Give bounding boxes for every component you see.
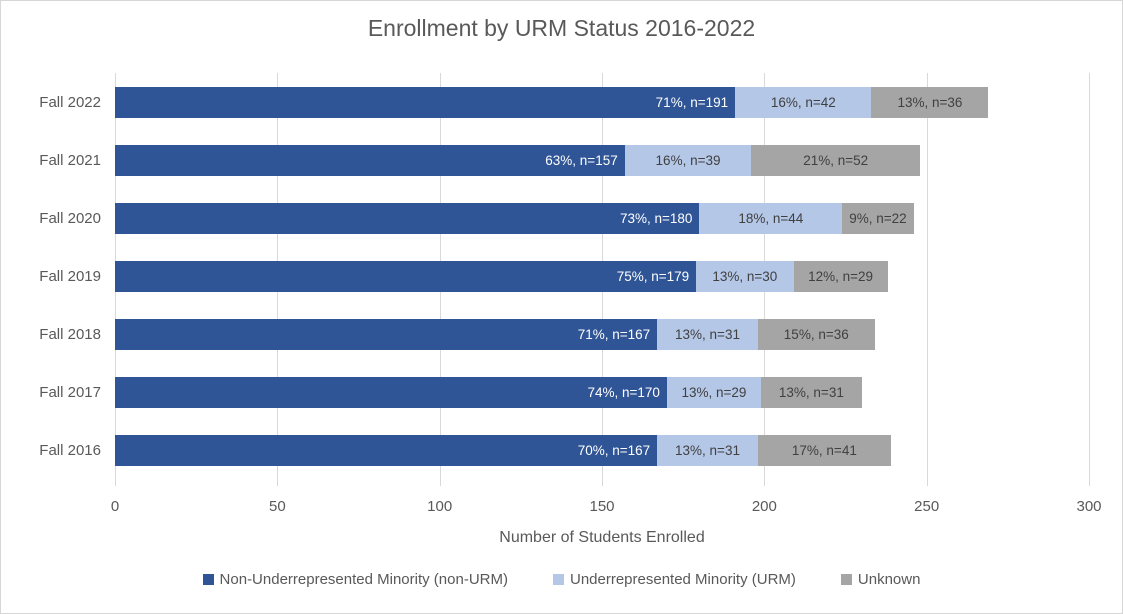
- bar-row: 75%, n=179 13%, n=30 12%, n=29: [115, 247, 1089, 305]
- bar-data-label: 74%, n=170: [587, 384, 660, 400]
- bar-row: 63%, n=157 16%, n=39 21%, n=52: [115, 131, 1089, 189]
- y-axis-labels: Fall 2022 Fall 2021 Fall 2020 Fall 2019 Fall…: [1, 73, 115, 479]
- y-axis-label: Fall 2020: [39, 209, 101, 227]
- bar-segment: 73%, n=180: [115, 202, 700, 234]
- y-axis-label: Fall 2019: [39, 267, 101, 285]
- bar-data-label: 73%, n=180: [619, 210, 693, 226]
- stacked-bar: 74%, n=170 13%, n=29 13%, n=31: [115, 376, 1089, 408]
- bar-segment: 13%, n=31: [657, 318, 758, 350]
- bar-data-label: 71%, n=167: [577, 326, 651, 342]
- x-axis-title: Number of Students Enrolled: [499, 529, 705, 546]
- bar-segment: 13%, n=36: [871, 86, 989, 118]
- bar-data-label: 9%, n=22: [849, 210, 907, 226]
- bar-segment: 16%, n=39: [624, 144, 752, 176]
- y-axis-label: Fall 2016: [39, 441, 101, 459]
- bar-segment: 9%, n=22: [842, 202, 914, 234]
- bar-data-label: 70%, n=167: [577, 442, 651, 458]
- bar-segment: 12%, n=29: [793, 260, 888, 292]
- bar-row: 70%, n=167 13%, n=31 17%, n=41: [115, 421, 1089, 479]
- stacked-bar: 75%, n=179 13%, n=30 12%, n=29: [115, 260, 1089, 292]
- bar-segment: 17%, n=41: [757, 434, 891, 466]
- bar-segment: 13%, n=30: [696, 260, 794, 292]
- bar-data-label: 13%, n=36: [897, 94, 963, 110]
- legend: Non-Underrepresented Minority (non-URM) U…: [1, 571, 1122, 588]
- bar-data-label: 75%, n=179: [616, 268, 690, 284]
- bar-segment: 21%, n=52: [751, 144, 921, 176]
- x-tick-label: 100: [427, 498, 453, 515]
- legend-label: Underrepresented Minority (URM): [569, 571, 796, 588]
- bar-data-label: 13%, n=31: [675, 326, 740, 342]
- bar-segment: 74%, n=170: [115, 376, 667, 408]
- bar-row: 71%, n=191 16%, n=42 13%, n=36: [115, 73, 1089, 131]
- y-axis-label: Fall 2018: [39, 325, 101, 343]
- gridline: [1089, 73, 1090, 486]
- x-tick-label: 300: [1076, 498, 1102, 515]
- bar-data-label: 12%, n=29: [808, 268, 874, 284]
- bar-row: 71%, n=167 13%, n=31 15%, n=36: [115, 305, 1089, 363]
- gridline: [926, 73, 928, 486]
- stacked-bar: 70%, n=167 13%, n=31 17%, n=41: [115, 434, 1089, 466]
- bar-data-label: 13%, n=31: [778, 384, 844, 400]
- bar-data-label: 63%, n=157: [545, 152, 618, 168]
- bar-data-label: 15%, n=36: [783, 326, 849, 342]
- bar-segment: 16%, n=42: [735, 86, 872, 118]
- bar-row: 73%, n=180 18%, n=44 9%, n=22: [115, 189, 1089, 247]
- bar-segment: 63%, n=157: [115, 144, 625, 176]
- bar-data-label: 13%, n=29: [681, 384, 747, 400]
- bar-data-label: 71%, n=191: [655, 94, 729, 110]
- x-tick-label: 250: [914, 498, 940, 515]
- y-axis-label: Fall 2017: [39, 383, 101, 401]
- y-axis-label: Fall 2021: [39, 151, 101, 169]
- x-tick-label: 50: [268, 498, 286, 515]
- bar-data-label: 17%, n=41: [791, 442, 857, 458]
- bar-segment: 71%, n=167: [115, 318, 658, 350]
- bar-data-label: 21%, n=52: [803, 152, 869, 168]
- bar-segment: 13%, n=31: [761, 376, 862, 408]
- stacked-bar: 71%, n=167 13%, n=31 15%, n=36: [115, 318, 1089, 350]
- legend-label: Unknown: [857, 571, 921, 588]
- plot-area: 71%, n=191 16%, n=42 13%, n=36 63%, n=157 16…: [115, 73, 1090, 486]
- legend-label: Non-Underrepresented Minority (non-URM): [219, 571, 508, 588]
- bars: 71%, n=191 16%, n=42 13%, n=36 63%, n=157 16…: [115, 73, 1089, 479]
- legend-item: Unknown: [840, 571, 921, 588]
- legend-swatch: [552, 574, 564, 585]
- bar-data-label: 16%, n=39: [655, 152, 721, 168]
- stacked-bar: 73%, n=180 18%, n=44 9%, n=22: [115, 202, 1089, 234]
- x-tick-label: 200: [751, 498, 777, 515]
- x-axis-ticks: 0 50 100 150 200 250 300: [111, 498, 1102, 518]
- stacked-bar: 71%, n=191 16%, n=42 13%, n=36: [115, 86, 1089, 118]
- bar-segment: 13%, n=29: [666, 376, 762, 408]
- x-tick-label: 0: [110, 498, 120, 515]
- x-tick-label: 150: [589, 498, 615, 515]
- bar-data-label: 13%, n=30: [712, 268, 778, 284]
- bar-segment: 71%, n=191: [115, 86, 736, 118]
- bar-data-label: 18%, n=44: [738, 210, 804, 226]
- bar-segment: 13%, n=31: [657, 434, 758, 466]
- bar-segment: 75%, n=179: [115, 260, 697, 292]
- legend-item: Underrepresented Minority (URM): [552, 571, 796, 588]
- bar-segment: 70%, n=167: [115, 434, 658, 466]
- bar-segment: 18%, n=44: [699, 202, 843, 234]
- chart-title: Enrollment by URM Status 2016-2022: [367, 15, 756, 41]
- legend-swatch: [840, 574, 852, 585]
- stacked-bar: 63%, n=157 16%, n=39 21%, n=52: [115, 144, 1089, 176]
- bar-row: 74%, n=170 13%, n=29 13%, n=31: [115, 363, 1089, 421]
- legend-item: Non-Underrepresented Minority (non-URM): [202, 571, 508, 588]
- bar-data-label: 13%, n=31: [675, 442, 740, 458]
- legend-swatch: [202, 574, 214, 585]
- bar-data-label: 16%, n=42: [770, 94, 836, 110]
- y-axis-label: Fall 2022: [39, 93, 101, 111]
- bar-segment: 15%, n=36: [757, 318, 875, 350]
